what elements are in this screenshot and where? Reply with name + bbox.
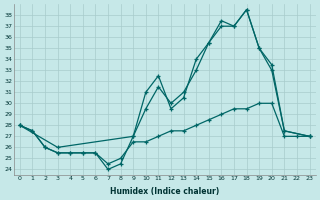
X-axis label: Humidex (Indice chaleur): Humidex (Indice chaleur) <box>110 187 219 196</box>
